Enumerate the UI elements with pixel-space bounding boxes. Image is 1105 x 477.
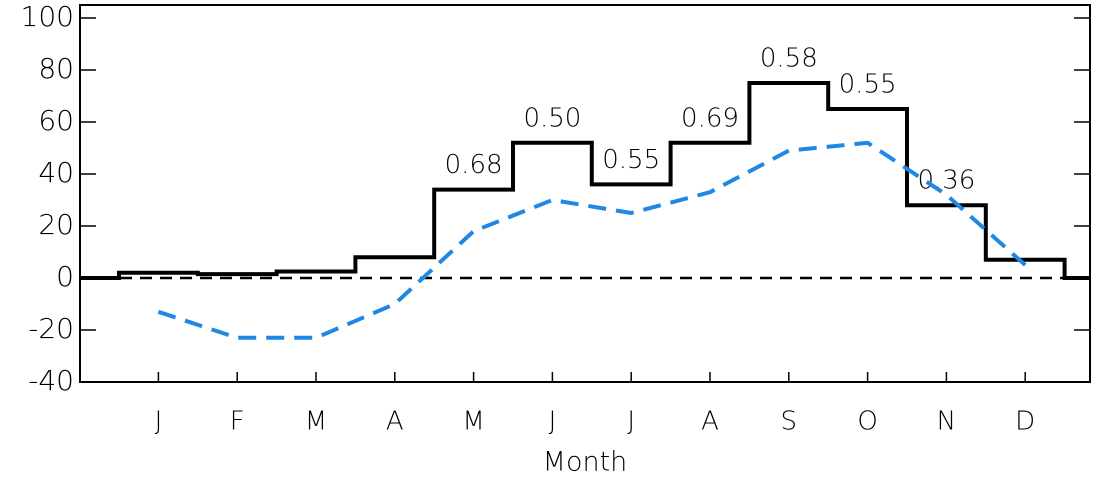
x-tick-label: A <box>701 407 719 437</box>
y-tick-label: 80 <box>38 52 74 85</box>
step-label: 0.68 <box>445 150 503 180</box>
x-tick-label: J <box>155 407 163 437</box>
x-tick-label: J <box>627 407 635 437</box>
x-tick-label: D <box>1015 407 1035 437</box>
y-tick-label: -40 <box>28 364 74 397</box>
x-tick-label: F <box>230 407 245 437</box>
y-tick-label: 0 <box>56 260 74 293</box>
dashed-line <box>157 140 1027 340</box>
x-tick-label: N <box>937 407 956 437</box>
x-tick-label: O <box>857 407 877 437</box>
x-axis-label: Month <box>543 447 628 477</box>
x-tick-label: S <box>781 407 798 437</box>
step-label: 0.36 <box>917 166 975 196</box>
y-tick-label: 60 <box>38 104 74 137</box>
step-label: 0.55 <box>839 70 897 100</box>
step-label: 0.58 <box>760 44 818 74</box>
step-line <box>80 81 1090 280</box>
y-tick-label: -20 <box>28 312 74 345</box>
step-label: 0.69 <box>681 103 739 133</box>
step-label: 0.55 <box>602 145 660 175</box>
x-tick-label: J <box>549 407 557 437</box>
x-tick-label: M <box>305 407 327 437</box>
plot-frame <box>79 4 1091 383</box>
y-tick-label: 40 <box>38 156 74 189</box>
y-tick-label: 100 <box>21 0 74 33</box>
x-tick-label: M <box>462 407 484 437</box>
y-tick-label: 20 <box>38 208 74 241</box>
step-label: 0.50 <box>523 103 581 133</box>
x-tick-label: A <box>386 407 404 437</box>
